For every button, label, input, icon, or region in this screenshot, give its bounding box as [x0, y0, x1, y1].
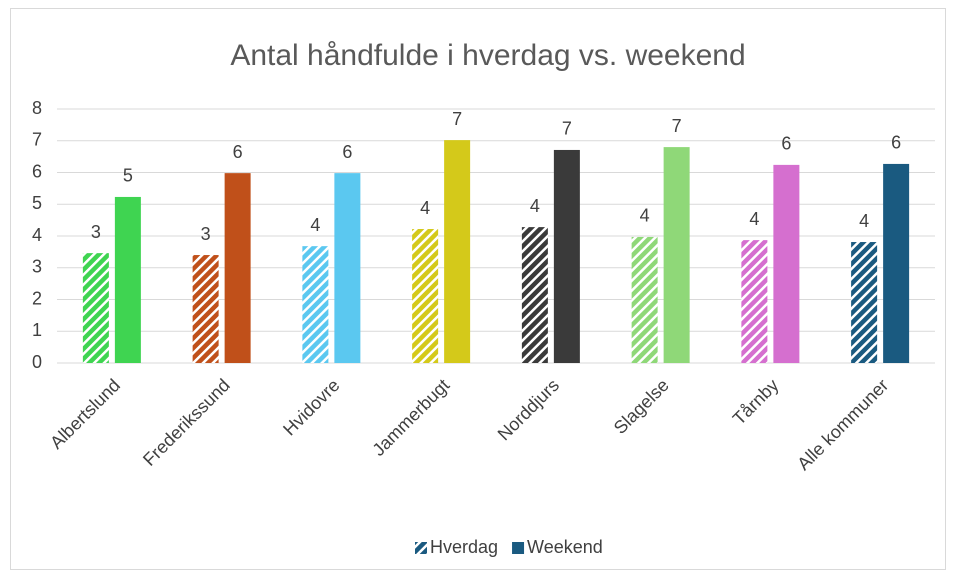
- bar: [82, 253, 109, 363]
- bar: [412, 229, 439, 363]
- bar: [521, 227, 548, 363]
- bar: [553, 149, 580, 363]
- y-tick-label: 2: [32, 288, 42, 308]
- legend-swatch: [512, 542, 525, 554]
- data-label: 6: [891, 133, 901, 153]
- data-label: 4: [420, 198, 430, 218]
- legend-label: Hverdag: [430, 537, 498, 557]
- data-label: 4: [310, 215, 320, 235]
- bar: [663, 147, 690, 363]
- data-label: 6: [781, 134, 791, 154]
- data-label: 4: [530, 196, 540, 216]
- legend-label: Weekend: [527, 537, 603, 557]
- legend-swatch: [415, 542, 427, 554]
- y-tick-label: 1: [32, 320, 42, 340]
- bar: [741, 240, 768, 363]
- y-tick-label: 7: [32, 130, 42, 150]
- data-label: 6: [233, 142, 243, 162]
- y-tick-label: 0: [32, 352, 42, 372]
- y-tick-label: 4: [32, 225, 42, 245]
- bar: [224, 173, 251, 363]
- y-tick-label: 6: [32, 161, 42, 181]
- bar: [302, 246, 329, 363]
- data-label: 5: [123, 166, 133, 186]
- data-label: 7: [452, 109, 462, 129]
- bar: [631, 236, 658, 363]
- bar: [114, 196, 141, 363]
- y-tick-label: 8: [32, 98, 42, 118]
- data-label: 3: [91, 222, 101, 242]
- data-label: 7: [562, 119, 572, 139]
- data-label: 4: [859, 211, 869, 231]
- data-label: 6: [342, 142, 352, 162]
- bar: [192, 255, 219, 363]
- data-label: 7: [672, 116, 682, 136]
- chart-border: [10, 8, 946, 570]
- bar: [773, 164, 800, 363]
- bar: [334, 173, 361, 363]
- data-label: 4: [640, 206, 650, 226]
- bar: [851, 242, 878, 363]
- y-tick-label: 5: [32, 193, 42, 213]
- y-tick-label: 3: [32, 257, 42, 277]
- chart-title: Antal håndfulde i hverdag vs. weekend: [230, 39, 745, 72]
- bar: [444, 140, 471, 363]
- data-label: 3: [201, 224, 211, 244]
- bar: [883, 163, 910, 363]
- data-label: 4: [749, 209, 759, 229]
